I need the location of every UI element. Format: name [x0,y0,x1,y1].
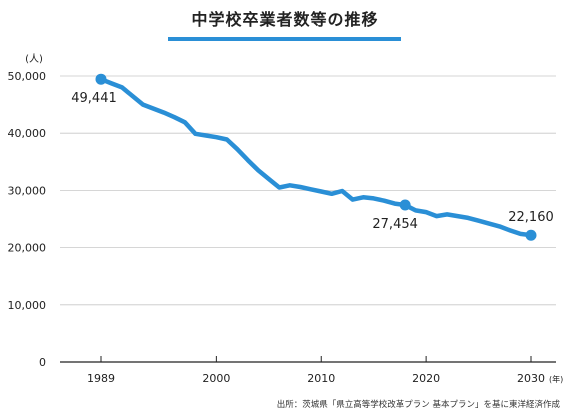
source-note: 出所：茨城県「県立高等学校改革プラン 基本プラン」を基に東洋経済作成 [276,400,560,410]
data-label: 22,160 [508,210,554,225]
y-tick-label: 0 [39,356,46,369]
x-tick-label: 2010 [307,372,335,385]
x-tick-label: 2030 [517,372,545,385]
title-underline [168,37,401,41]
data-point-marker [95,73,107,85]
y-axis-unit: (人) [25,53,43,65]
data-point-marker [525,229,537,241]
series [95,73,537,241]
y-tick-label: 20,000 [8,242,47,255]
labels: 49,441 27,454 22,160 [71,91,554,232]
x-tick-label: 2020 [412,372,440,385]
y-tick-label: 30,000 [8,184,47,197]
x-tick-label: 1989 [87,372,115,385]
data-label: 27,454 [372,217,418,232]
data-label: 49,441 [71,91,117,106]
axes: 0 10,000 20,000 30,000 40,000 50,000 1989 2000 2… [8,53,564,385]
y-tick-label: 50,000 [8,70,47,83]
series-line [98,76,534,238]
y-tick-label: 40,000 [8,127,47,140]
chart-title: 中学校卒業者数等の推移 [191,10,379,29]
x-axis-unit: (年) [549,374,563,384]
data-point-marker [399,199,411,211]
y-tick-label: 10,000 [8,299,47,312]
x-tick-label: 2000 [202,372,230,385]
